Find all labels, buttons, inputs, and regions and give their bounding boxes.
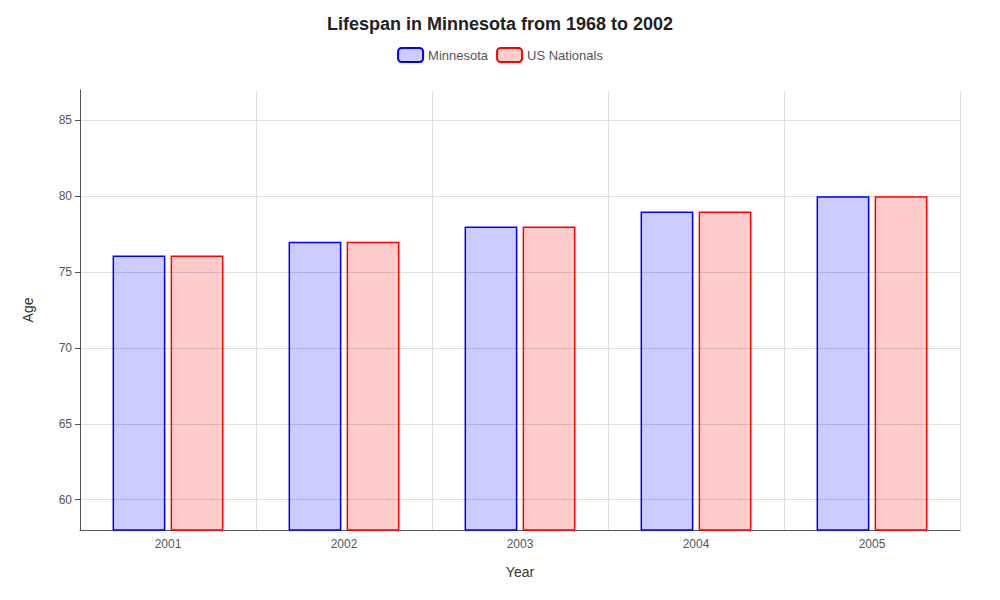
svg-text:60: 60: [59, 493, 73, 507]
svg-text:2003: 2003: [507, 537, 534, 551]
svg-text:US Nationals: US Nationals: [527, 48, 603, 63]
svg-text:Year: Year: [506, 564, 535, 580]
svg-text:Lifespan in Minnesota from 196: Lifespan in Minnesota from 1968 to 2002: [327, 14, 673, 34]
svg-text:Age: Age: [20, 297, 36, 322]
svg-text:2005: 2005: [859, 537, 886, 551]
svg-text:75: 75: [59, 265, 73, 279]
svg-text:80: 80: [59, 189, 73, 203]
svg-text:Minnesota: Minnesota: [428, 48, 489, 63]
svg-text:2001: 2001: [155, 537, 182, 551]
svg-text:70: 70: [59, 341, 73, 355]
svg-text:85: 85: [59, 113, 73, 127]
svg-text:2004: 2004: [683, 537, 710, 551]
svg-text:65: 65: [59, 417, 73, 431]
svg-text:2002: 2002: [331, 537, 358, 551]
